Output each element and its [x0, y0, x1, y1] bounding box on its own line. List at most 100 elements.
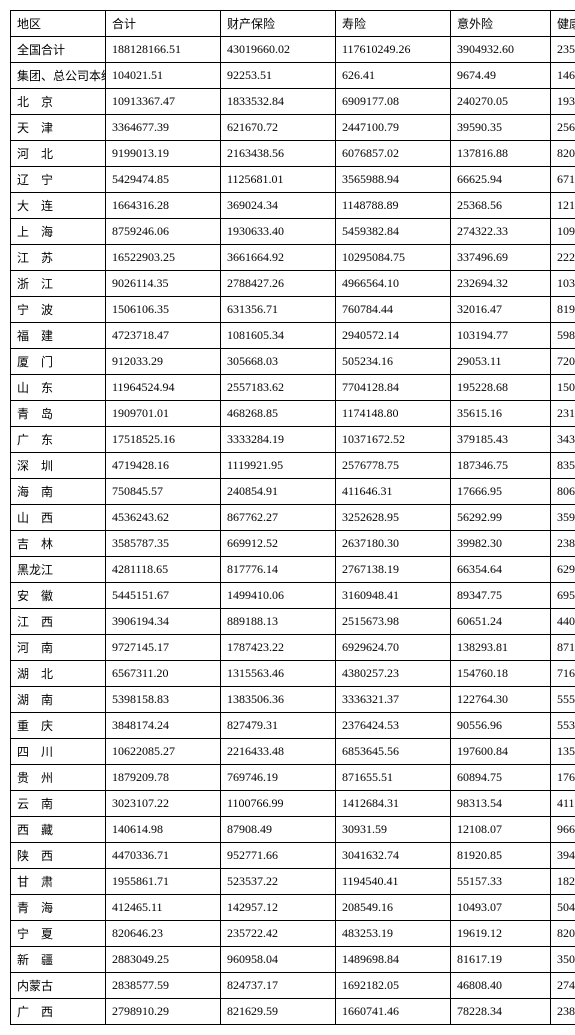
value-cell: 30931.59	[336, 817, 451, 843]
region-cell: 山 西	[11, 505, 106, 531]
value-cell: 821629.59	[221, 999, 336, 1025]
value-cell: 3848174.24	[106, 713, 221, 739]
value-cell: 29053.11	[451, 349, 551, 375]
table-row: 宁 波1506106.35631356.71760784.4432016.478…	[11, 297, 575, 323]
value-cell: 35615.16	[451, 401, 551, 427]
value-cell: 1664316.28	[106, 193, 221, 219]
table-row: 陕 西4470336.71952771.663041632.7481920.85…	[11, 843, 575, 869]
value-cell: 9199013.19	[106, 141, 221, 167]
value-cell: 440680.99	[551, 609, 575, 635]
value-cell: 9026114.35	[106, 271, 221, 297]
table-row: 天 津3364677.39621670.722447100.7939590.35…	[11, 115, 575, 141]
value-cell: 2838577.59	[106, 973, 221, 999]
value-cell: 5459382.84	[336, 219, 451, 245]
region-cell: 广 东	[11, 427, 106, 453]
value-cell: 4281118.65	[106, 557, 221, 583]
value-cell: 10913367.47	[106, 89, 221, 115]
value-cell: 81920.85	[451, 843, 551, 869]
value-cell: 2447100.79	[336, 115, 451, 141]
region-cell: 山 东	[11, 375, 106, 401]
value-cell: 176913.33	[551, 765, 575, 791]
value-cell: 1930633.40	[221, 219, 336, 245]
region-cell: 上 海	[11, 219, 106, 245]
region-cell: 辽 宁	[11, 167, 106, 193]
value-cell: 6929624.70	[336, 635, 451, 661]
value-cell: 1412684.31	[336, 791, 451, 817]
value-cell: 483253.19	[336, 921, 451, 947]
value-cell: 555566.80	[551, 687, 575, 713]
table-row: 山 东11964524.942557183.627704128.84195228…	[11, 375, 575, 401]
value-cell: 1383506.36	[221, 687, 336, 713]
value-cell: 154760.18	[451, 661, 551, 687]
value-cell: 2637180.30	[336, 531, 451, 557]
table-row: 河 北9199013.192163438.566076857.02137816.…	[11, 141, 575, 167]
value-cell: 1833532.84	[221, 89, 336, 115]
value-cell: 379185.43	[451, 427, 551, 453]
value-cell: 1125681.01	[221, 167, 336, 193]
value-cell: 55157.33	[451, 869, 551, 895]
value-cell: 4536243.62	[106, 505, 221, 531]
value-cell: 188128166.51	[106, 37, 221, 63]
value-cell: 19619.12	[451, 921, 551, 947]
table-row: 江 苏16522903.253661664.9210295084.7533749…	[11, 245, 575, 271]
value-cell: 16522903.25	[106, 245, 221, 271]
value-cell: 631356.71	[221, 297, 336, 323]
region-cell: 西 藏	[11, 817, 106, 843]
table-row: 江 西3906194.34889188.132515673.9860651.24…	[11, 609, 575, 635]
value-cell: 1174148.80	[336, 401, 451, 427]
value-cell: 817776.14	[221, 557, 336, 583]
value-cell: 81948.73	[551, 297, 575, 323]
table-row: 广 东17518525.163333284.1910371672.5237918…	[11, 427, 575, 453]
region-cell: 大 连	[11, 193, 106, 219]
value-cell: 3661664.92	[221, 245, 336, 271]
table-row: 甘 肃1955861.71523537.221194540.4155157.33…	[11, 869, 575, 895]
value-cell: 87908.49	[221, 817, 336, 843]
value-cell: 39590.35	[451, 115, 551, 141]
value-cell: 952771.66	[221, 843, 336, 869]
value-cell: 6076857.02	[336, 141, 451, 167]
value-cell: 140614.98	[106, 817, 221, 843]
table-row: 云 南3023107.221100766.991412684.3198313.5…	[11, 791, 575, 817]
value-cell: 337496.69	[451, 245, 551, 271]
table-row: 大 连1664316.28369024.341148788.8925368.56…	[11, 193, 575, 219]
value-cell: 1930387.50	[551, 89, 575, 115]
value-cell: 274849.97	[551, 973, 575, 999]
value-cell: 889188.13	[221, 609, 336, 635]
value-cell: 89347.75	[451, 583, 551, 609]
value-cell: 2576778.75	[336, 453, 451, 479]
value-cell: 769746.19	[221, 765, 336, 791]
table-row: 北 京10913367.471833532.846909177.08240270…	[11, 89, 575, 115]
value-cell: 117610249.26	[336, 37, 451, 63]
region-cell: 浙 江	[11, 271, 106, 297]
value-cell: 359559.41	[551, 505, 575, 531]
value-cell: 195228.68	[451, 375, 551, 401]
value-cell: 3023107.22	[106, 791, 221, 817]
region-cell: 全国合计	[11, 37, 106, 63]
value-cell: 1194540.41	[336, 869, 451, 895]
value-cell: 72077.99	[551, 349, 575, 375]
region-cell: 宁 夏	[11, 921, 106, 947]
value-cell: 411646.31	[336, 479, 451, 505]
region-cell: 新 疆	[11, 947, 106, 973]
value-cell: 411342.38	[551, 791, 575, 817]
value-cell: 626.41	[336, 63, 451, 89]
value-cell: 1660741.46	[336, 999, 451, 1025]
value-cell: 137816.88	[451, 141, 551, 167]
value-cell: 598346.22	[551, 323, 575, 349]
value-cell: 12108.07	[451, 817, 551, 843]
value-cell: 871803.44	[551, 635, 575, 661]
table-row: 四 川10622085.272216433.486853645.56197600…	[11, 739, 575, 765]
value-cell: 32016.47	[451, 297, 551, 323]
value-cell: 553713.44	[551, 713, 575, 739]
value-cell: 871655.51	[336, 765, 451, 791]
table-row: 青 岛1909701.01468268.851174148.8035615.16…	[11, 401, 575, 427]
value-cell: 1100766.99	[221, 791, 336, 817]
table-row: 厦 门912033.29305668.03505234.1629053.1172…	[11, 349, 575, 375]
value-cell: 8759246.06	[106, 219, 221, 245]
value-cell: 2515673.98	[336, 609, 451, 635]
value-cell: 78228.34	[451, 999, 551, 1025]
table-row: 浙 江9026114.352788427.264966564.10232694.…	[11, 271, 575, 297]
value-cell: 2376424.53	[336, 713, 451, 739]
value-cell: 1094907.49	[551, 219, 575, 245]
table-row: 宁 夏820646.23235722.42483253.1919619.1282…	[11, 921, 575, 947]
